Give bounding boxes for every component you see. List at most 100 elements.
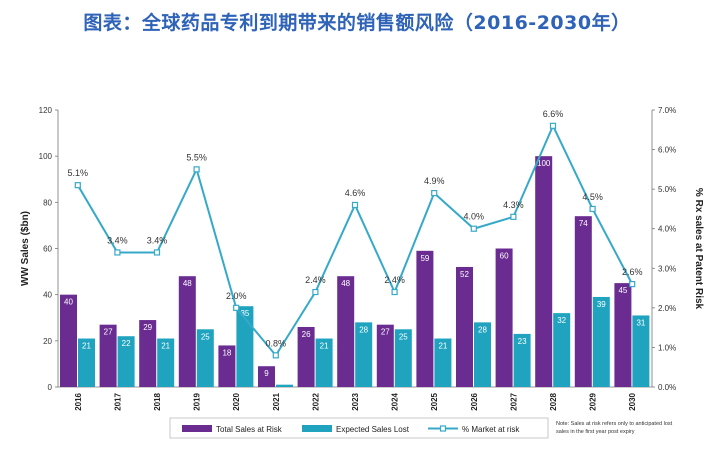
x-tick-label: 2018 xyxy=(153,392,162,410)
line-point-marker xyxy=(114,249,121,256)
legend-swatch-total xyxy=(182,425,212,432)
line-value-label: 2.0% xyxy=(226,291,247,301)
bar-value-label: 45 xyxy=(618,286,627,295)
y2-tick-label: 4.0% xyxy=(658,225,676,234)
bar-value-label: 29 xyxy=(143,323,152,332)
bar-value-label: 25 xyxy=(201,332,210,341)
line-point-marker xyxy=(510,213,517,220)
x-tick-label: 2020 xyxy=(232,392,241,410)
line-value-label: 2.4% xyxy=(305,275,326,285)
y-tick-label: 20 xyxy=(43,337,52,346)
legend-swatch-lost xyxy=(302,425,332,432)
bar-value-label: 28 xyxy=(478,325,487,334)
bar-total-sales-at-risk xyxy=(297,326,315,387)
line-value-label: 4.5% xyxy=(582,192,603,202)
line-point-marker xyxy=(272,352,279,359)
x-tick-label: 2030 xyxy=(628,392,637,410)
bar-value-label: 21 xyxy=(82,342,91,351)
x-tick-label: 2017 xyxy=(113,392,122,410)
line-value-label: 6.6% xyxy=(543,109,564,119)
bar-total-sales-at-risk xyxy=(178,276,196,387)
x-tick-label: 2019 xyxy=(193,392,202,410)
bar-total-sales-at-risk xyxy=(139,320,157,387)
x-tick-label: 2027 xyxy=(509,392,518,410)
y-tick-label: 100 xyxy=(39,152,53,161)
bar-expected-sales-lost xyxy=(513,333,531,387)
bar-value-label: 21 xyxy=(161,342,170,351)
y-tick-label: 80 xyxy=(43,198,52,207)
line-value-label: 0.8% xyxy=(266,338,287,348)
line-point-marker xyxy=(391,288,398,296)
bar-value-label: 52 xyxy=(460,270,469,279)
bar-expected-sales-lost xyxy=(236,306,254,387)
bar-value-label: 21 xyxy=(438,342,447,351)
line-value-label: 3.4% xyxy=(147,235,168,245)
bar-expected-sales-lost xyxy=(632,315,650,387)
bar-expected-sales-lost xyxy=(474,322,491,387)
y2-tick-label: 7.0% xyxy=(658,106,676,115)
bar-expected-sales-lost xyxy=(394,329,412,387)
x-tick-label: 2016 xyxy=(74,392,83,410)
bar-total-sales-at-risk xyxy=(535,156,553,387)
bar-total-sales-at-risk xyxy=(218,345,236,387)
legend-box xyxy=(169,417,549,439)
chart-note-line: sales in the first year post expiry xyxy=(556,429,635,435)
line-value-label: 4.6% xyxy=(345,188,366,198)
bar-total-sales-at-risk xyxy=(376,324,394,387)
x-tick-label: 2021 xyxy=(272,392,281,410)
line-point-marker xyxy=(351,201,359,209)
bar-value-label: 28 xyxy=(359,325,368,334)
line-point-marker xyxy=(193,166,200,173)
bar-expected-sales-lost xyxy=(355,322,373,387)
bar-value-label: 100 xyxy=(537,159,551,168)
bar-total-sales-at-risk xyxy=(60,294,77,387)
bar-total-sales-at-risk xyxy=(495,248,513,387)
bar-value-label: 32 xyxy=(557,316,566,325)
line-point-marker xyxy=(549,122,557,129)
line-point-marker xyxy=(629,281,636,288)
bar-value-label: 39 xyxy=(597,300,606,309)
line-value-label: 5.5% xyxy=(186,152,207,162)
bar-total-sales-at-risk xyxy=(456,266,473,387)
bar-value-label: 40 xyxy=(64,298,73,307)
line-value-label: 4.9% xyxy=(424,176,445,186)
legend-label-pct: % Market at risk xyxy=(462,425,520,434)
chart-note-line: Note: Sales at risk refers only to antic… xyxy=(556,421,673,427)
bar-value-label: 22 xyxy=(122,339,131,348)
bar-value-label: 48 xyxy=(183,279,192,288)
line-point-marker xyxy=(312,288,319,296)
chart-note: Note: Sales at risk refers only to antic… xyxy=(556,421,673,435)
bar-value-label: 48 xyxy=(341,279,350,288)
y2-tick-label: 3.0% xyxy=(658,264,676,273)
x-tick-label: 2026 xyxy=(470,392,479,410)
line-point-marker xyxy=(470,225,477,232)
x-tick-label: 2029 xyxy=(589,392,598,410)
y-tick-label: 40 xyxy=(43,291,52,300)
x-tick-label: 2023 xyxy=(351,392,360,410)
y-tick-label: 0 xyxy=(48,383,53,392)
y2-tick-label: 6.0% xyxy=(658,146,676,155)
bar-total-sales-at-risk xyxy=(574,216,592,387)
bar-value-label: 23 xyxy=(518,337,527,346)
y-axis-title: WW Sales ($bn) xyxy=(20,211,31,286)
bar-expected-sales-lost xyxy=(434,338,452,387)
bar-value-label: 60 xyxy=(500,252,509,261)
line-value-label: 2.6% xyxy=(622,267,643,277)
bar-value-label: 27 xyxy=(104,328,113,337)
line-value-label: 5.1% xyxy=(68,168,89,178)
y-tick-label: 60 xyxy=(43,245,52,254)
line-value-label: 4.0% xyxy=(464,212,485,222)
line-point-marker xyxy=(589,205,596,213)
bar-value-label: 74 xyxy=(579,219,588,228)
y-tick-label: 120 xyxy=(39,106,53,115)
bar-expected-sales-lost xyxy=(196,329,214,387)
bar-total-sales-at-risk xyxy=(416,250,434,387)
x-tick-label: 2025 xyxy=(430,392,439,410)
y2-tick-label: 5.0% xyxy=(658,185,676,194)
bar-total-sales-at-risk xyxy=(337,276,355,387)
bar-expected-sales-lost xyxy=(157,338,175,387)
bar-expected-sales-lost xyxy=(553,313,571,387)
y2-axis-title: % Rx sales at Patent Risk xyxy=(693,188,704,310)
bar-value-label: 9 xyxy=(264,369,269,378)
